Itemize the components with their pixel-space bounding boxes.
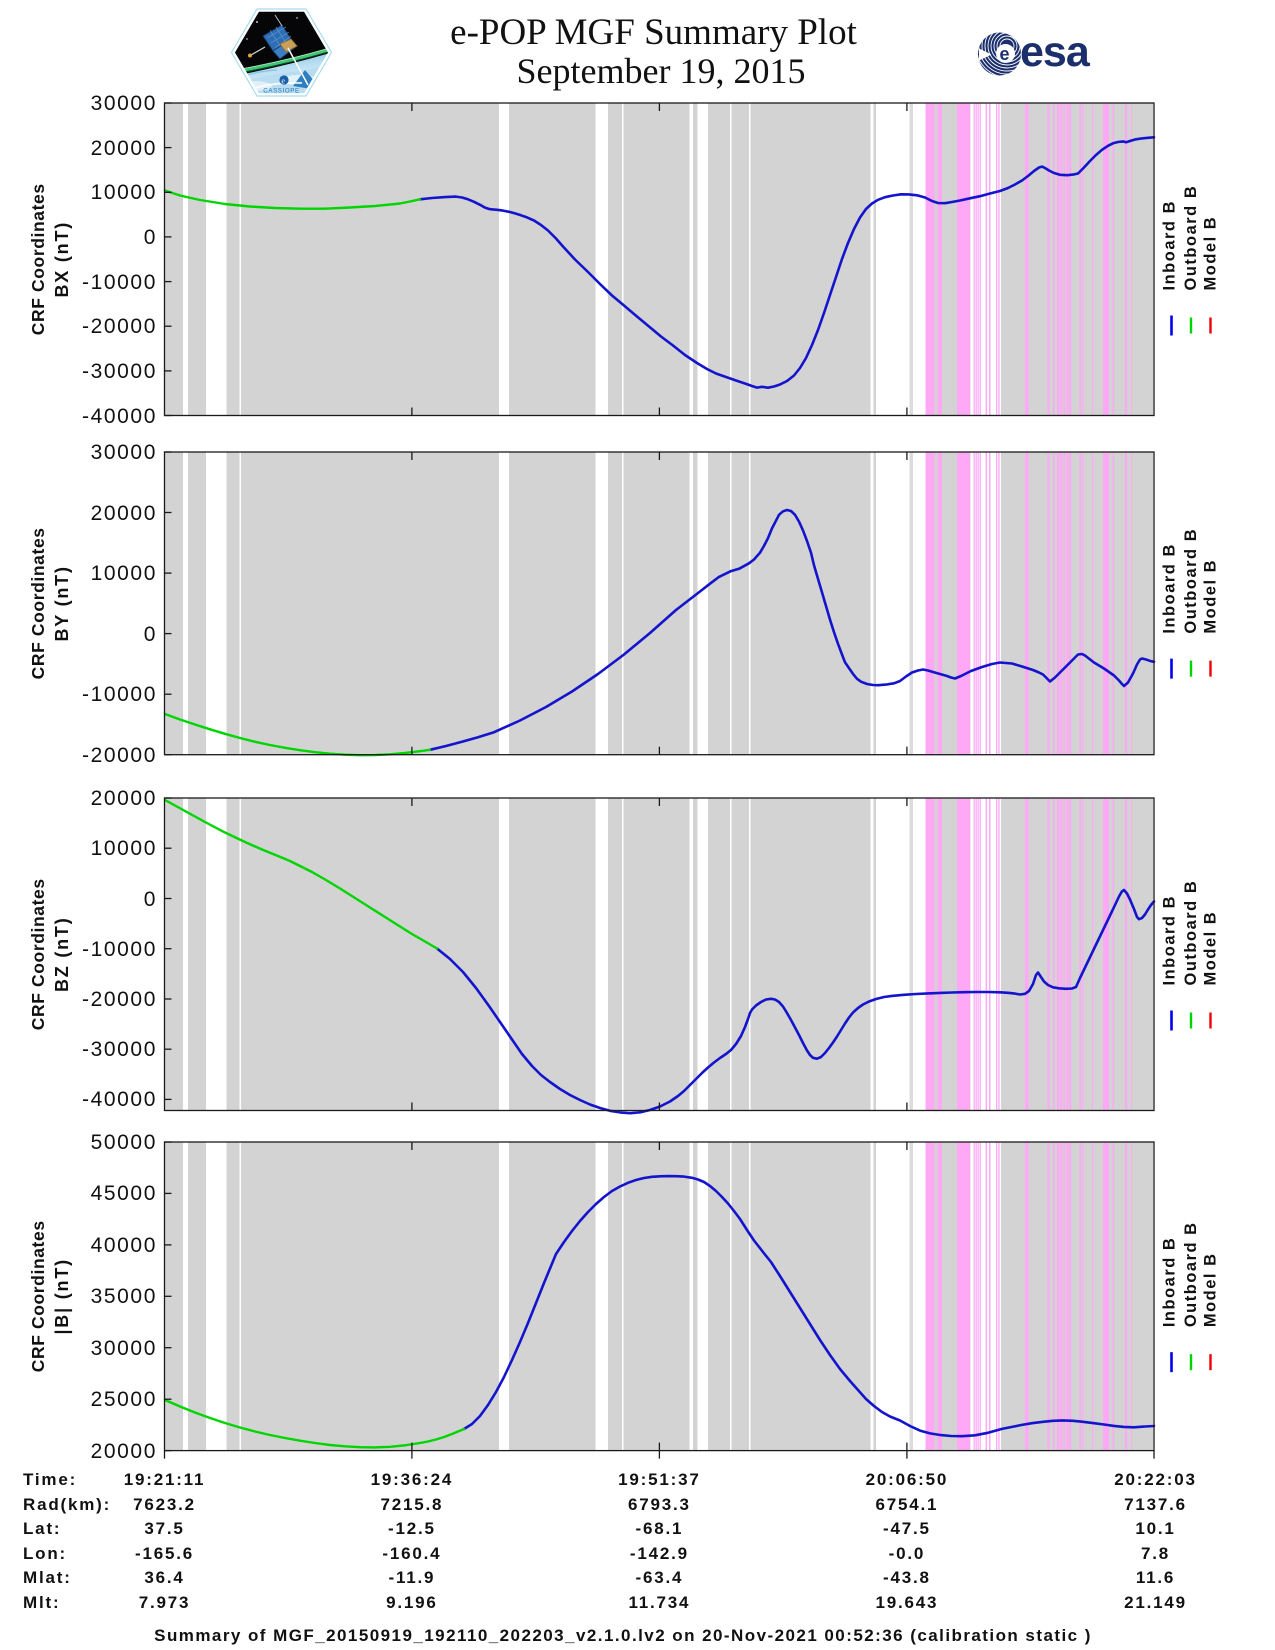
svg-text:Inboard B: Inboard B bbox=[1161, 1237, 1179, 1328]
svg-text:Outboard B: Outboard B bbox=[1182, 880, 1200, 986]
svg-text:Outboard B: Outboard B bbox=[1182, 1221, 1200, 1327]
svg-text:BZ (nT): BZ (nT) bbox=[52, 916, 72, 992]
svg-text:Model B: Model B bbox=[1202, 216, 1220, 291]
svg-text:Model B: Model B bbox=[1202, 911, 1220, 986]
svg-text:CRF Coordinates: CRF Coordinates bbox=[28, 183, 48, 335]
svg-text:Model B: Model B bbox=[1202, 1252, 1220, 1327]
svg-text:CRF Coordinates: CRF Coordinates bbox=[28, 1220, 48, 1372]
svg-text:BY (nT): BY (nT) bbox=[52, 565, 72, 641]
svg-text:CASSIOPE: CASSIOPE bbox=[263, 88, 299, 95]
svg-text:Model B: Model B bbox=[1202, 559, 1220, 634]
svg-text:Outboard B: Outboard B bbox=[1182, 185, 1200, 291]
svg-text:esa: esa bbox=[1020, 28, 1091, 76]
svg-text:BX (nT): BX (nT) bbox=[52, 221, 72, 298]
svg-text:CRF Coordinates: CRF Coordinates bbox=[28, 878, 48, 1030]
svg-text:Inboard B: Inboard B bbox=[1161, 895, 1179, 986]
svg-text:Inboard B: Inboard B bbox=[1161, 543, 1179, 634]
svg-text:|B| (nT): |B| (nT) bbox=[52, 1258, 72, 1334]
svg-text:e: e bbox=[1000, 44, 1010, 64]
svg-text:e: e bbox=[281, 77, 285, 86]
svg-text:Inboard B: Inboard B bbox=[1161, 200, 1179, 291]
svg-text:CRF Coordinates: CRF Coordinates bbox=[28, 527, 48, 679]
svg-text:Outboard B: Outboard B bbox=[1182, 528, 1200, 634]
